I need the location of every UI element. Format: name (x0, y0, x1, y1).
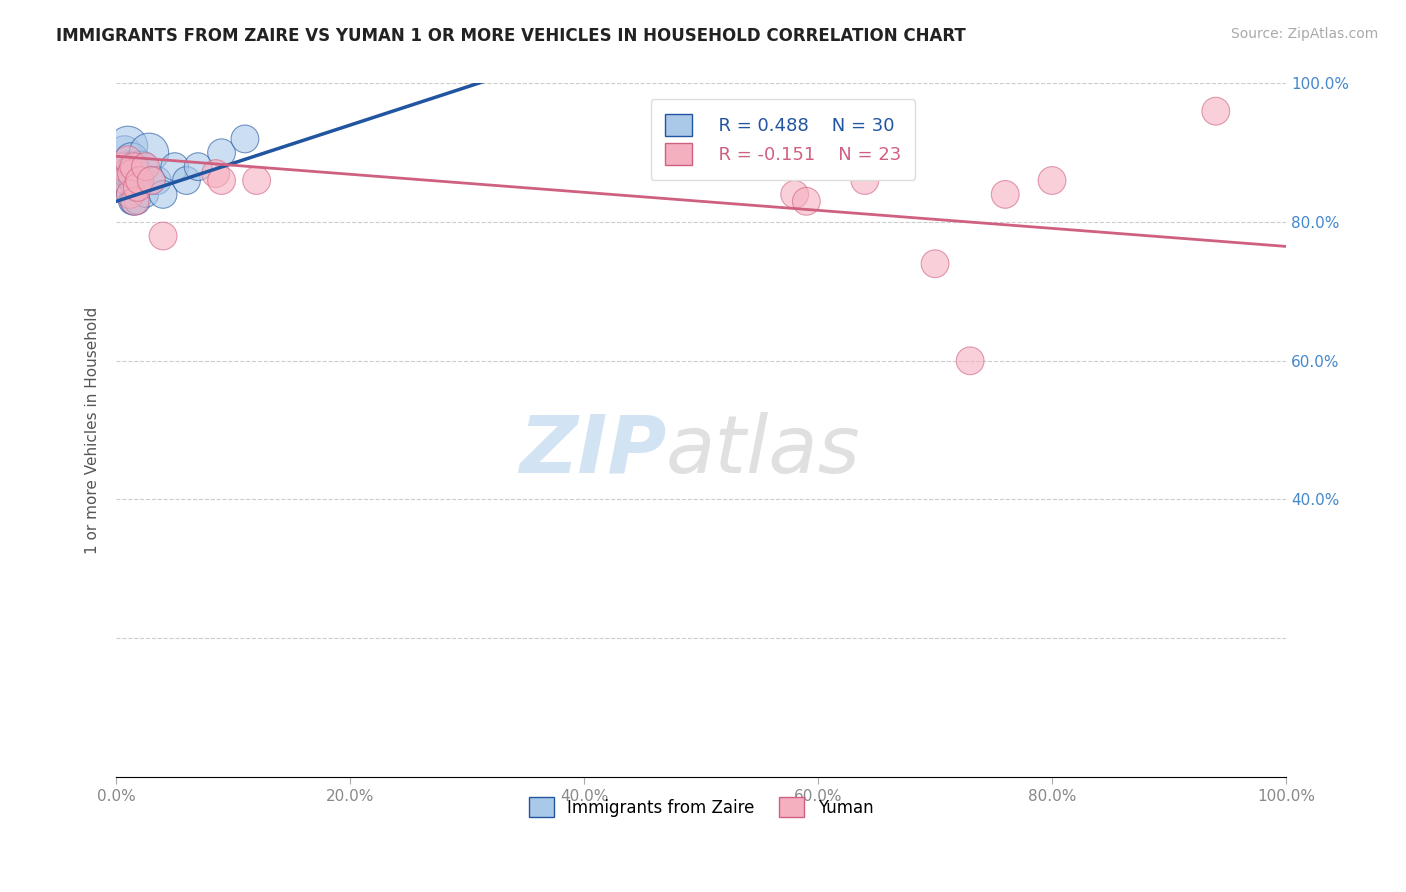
Point (211, 145, 233, 160)
Point (120, 187, 142, 202)
Y-axis label: 1 or more Vehicles in Household: 1 or more Vehicles in Household (86, 307, 100, 554)
Point (121, 194, 143, 209)
Point (246, 173, 269, 187)
Point (152, 229, 174, 244)
Point (146, 173, 169, 187)
Point (124, 180, 146, 194)
Point (1040, 173, 1063, 187)
Point (120, 187, 142, 202)
Point (1205, 104, 1227, 119)
Point (134, 160, 156, 174)
Point (141, 173, 163, 187)
Point (187, 160, 209, 174)
Point (233, 132, 256, 146)
Point (122, 194, 145, 209)
Point (114, 145, 136, 160)
Point (138, 145, 160, 160)
Point (114, 173, 136, 187)
Point (163, 160, 186, 174)
Point (131, 160, 153, 174)
Point (959, 353, 981, 368)
Text: IMMIGRANTS FROM ZAIRE VS YUMAN 1 OR MORE VEHICLES IN HOUSEHOLD CORRELATION CHART: IMMIGRANTS FROM ZAIRE VS YUMAN 1 OR MORE… (56, 27, 966, 45)
Point (125, 167, 148, 181)
Point (128, 173, 150, 187)
Point (783, 187, 806, 202)
Point (127, 180, 149, 194)
Point (128, 167, 150, 181)
Point (124, 194, 146, 209)
Point (853, 173, 876, 187)
Point (114, 160, 136, 174)
Point (127, 194, 149, 209)
Point (111, 167, 134, 181)
Point (128, 173, 150, 187)
Point (117, 153, 139, 167)
Point (176, 173, 198, 187)
Point (117, 160, 139, 174)
Point (122, 160, 145, 174)
Text: atlas: atlas (666, 412, 860, 490)
Point (111, 160, 134, 174)
Text: ZIP: ZIP (519, 412, 666, 490)
Point (122, 160, 145, 174)
Point (204, 167, 226, 181)
Point (924, 257, 946, 271)
Point (115, 173, 138, 187)
Point (134, 187, 156, 202)
Point (141, 173, 163, 187)
Point (118, 180, 141, 194)
Point (117, 139, 139, 153)
Text: Source: ZipAtlas.com: Source: ZipAtlas.com (1230, 27, 1378, 41)
Point (152, 187, 174, 202)
Point (121, 153, 143, 167)
Point (121, 173, 143, 187)
Legend: Immigrants from Zaire, Yuman: Immigrants from Zaire, Yuman (522, 790, 880, 824)
Point (121, 167, 143, 181)
Point (211, 173, 233, 187)
Point (120, 167, 142, 181)
Point (796, 194, 818, 209)
Point (994, 187, 1017, 202)
